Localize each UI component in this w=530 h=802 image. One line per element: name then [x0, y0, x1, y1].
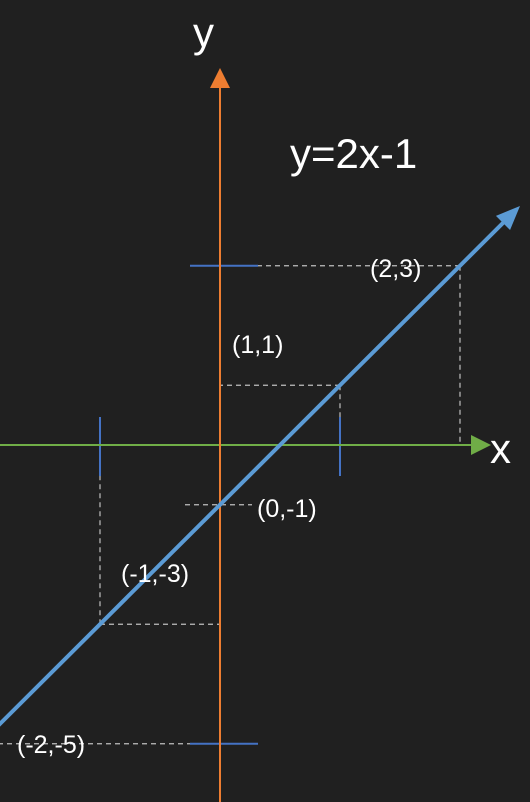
dashed-guides — [0, 265, 461, 745]
x-axis-arrowhead — [471, 435, 491, 455]
function-line-arrowhead — [495, 206, 520, 231]
point-label-neg2-neg5: (-2,-5) — [17, 731, 85, 759]
equation-label: y=2x-1 — [290, 130, 417, 177]
y-axis-arrowhead — [210, 68, 230, 88]
point-label-0-neg1: (0,-1) — [257, 495, 317, 523]
point-label-1-1: (1,1) — [232, 331, 283, 359]
point-label-neg1-neg3: (-1,-3) — [121, 560, 189, 588]
point-label-2-3: (2,3) — [370, 255, 421, 283]
y-axis-label: y — [193, 9, 214, 56]
function-line — [0, 220, 505, 727]
x-axis-label: x — [490, 425, 511, 472]
axis-ticks — [99, 264, 341, 745]
